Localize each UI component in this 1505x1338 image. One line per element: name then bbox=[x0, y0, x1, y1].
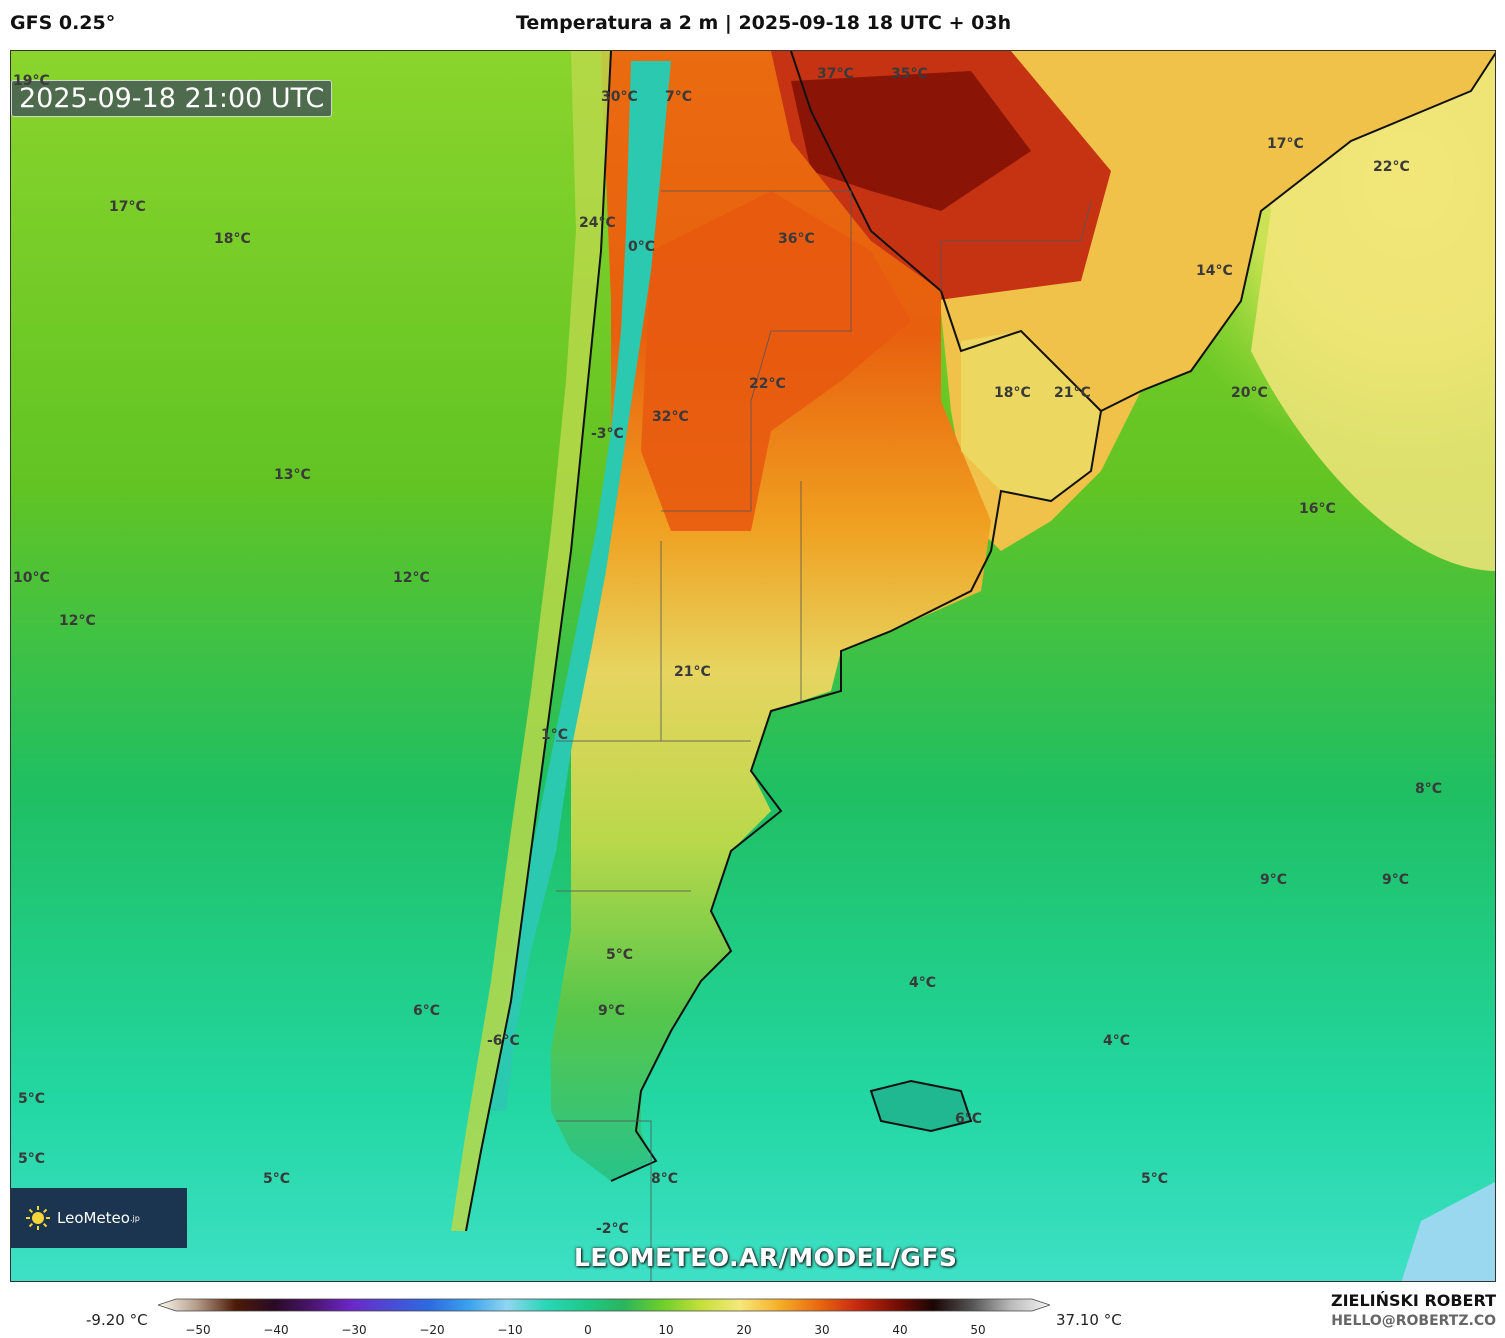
colorbar-ramp bbox=[158, 1298, 1050, 1312]
colorbar-tick: 10 bbox=[658, 1323, 674, 1337]
colorbar-tick: 0 bbox=[584, 1323, 592, 1337]
country-border bbox=[940, 200, 1092, 291]
province-border bbox=[661, 190, 852, 512]
temperature-label: 4°C bbox=[909, 975, 937, 991]
author-name: ZIELIŃSKI ROBERT bbox=[1330, 1291, 1496, 1310]
temperature-label: 35°C bbox=[891, 66, 928, 82]
leometeo-logo[interactable]: LeoMeteo .jp bbox=[11, 1188, 187, 1248]
brazil-coastline bbox=[1100, 52, 1495, 412]
borders bbox=[556, 190, 1092, 1281]
ocean-southeast-light bbox=[1401, 1182, 1495, 1281]
falklands-coastline bbox=[869, 1079, 973, 1133]
temperature-label: 30°C bbox=[601, 89, 638, 105]
temperature-map: 2025-09-18 21:00 UTC 19°C 30°C 7°C 37°C … bbox=[10, 50, 1496, 1282]
logo-suffix: .jp bbox=[129, 1213, 140, 1223]
temperature-label: 18°C bbox=[214, 231, 251, 247]
model-label: GFS 0.25° bbox=[10, 12, 116, 34]
temperature-label: 21°C bbox=[1054, 385, 1091, 401]
colorbar-min-label: -9.20 °C bbox=[86, 1311, 148, 1329]
colorbar-tick: −10 bbox=[497, 1323, 523, 1337]
temperature-label: 16°C bbox=[1299, 501, 1336, 517]
colorbar-tick: 40 bbox=[892, 1323, 908, 1337]
temperature-label: 17°C bbox=[109, 199, 146, 215]
temperature-label: 36°C bbox=[778, 231, 815, 247]
colorbar-tick: −20 bbox=[419, 1323, 445, 1337]
temperature-label: 19°C bbox=[13, 73, 50, 89]
argentina-coastline bbox=[610, 51, 1103, 1182]
logo-text: LeoMeteo bbox=[57, 1209, 130, 1227]
temperature-colorbar bbox=[158, 1298, 1050, 1312]
temperature-label: 5°C bbox=[263, 1171, 291, 1187]
temperature-label: 21°C bbox=[674, 664, 711, 680]
temperature-label: 13°C bbox=[274, 467, 311, 483]
temperature-label: 9°C bbox=[1260, 872, 1288, 888]
temperature-label: 10°C bbox=[13, 570, 50, 586]
chile-coast-strip bbox=[451, 51, 611, 1231]
temperature-label: 5°C bbox=[606, 947, 634, 963]
temperature-label: 20°C bbox=[1231, 385, 1268, 401]
temperature-label: 5°C bbox=[18, 1151, 46, 1167]
temperature-label: 14°C bbox=[1196, 263, 1233, 279]
coastlines bbox=[465, 51, 1495, 1232]
colorbar-tick: 50 bbox=[970, 1323, 986, 1337]
temperature-label: 6°C bbox=[955, 1111, 983, 1127]
falklands bbox=[871, 1081, 971, 1131]
temperature-label: 4°C bbox=[1103, 1033, 1131, 1049]
temperature-label: 1°C bbox=[541, 727, 569, 743]
temperature-label: -3°C bbox=[591, 426, 624, 442]
uruguay-land bbox=[961, 331, 1101, 501]
temperature-label: 5°C bbox=[18, 1091, 46, 1107]
province-border bbox=[556, 1120, 652, 1281]
valid-time-stamp: 2025-09-18 21:00 UTC bbox=[11, 80, 333, 117]
colorbar-max-label: 37.10 °C bbox=[1056, 1311, 1122, 1329]
very-hot-core bbox=[791, 71, 1031, 211]
temperature-label: 32°C bbox=[652, 409, 689, 425]
temperature-label: 37°C bbox=[817, 66, 854, 82]
temperature-field bbox=[11, 51, 1495, 1281]
temperature-label: 6°C bbox=[413, 1003, 441, 1019]
east-ocean-yellow bbox=[1241, 51, 1495, 571]
temperature-label: 22°C bbox=[749, 376, 786, 392]
sun-icon bbox=[26, 1206, 50, 1230]
central-hot-zone bbox=[641, 191, 911, 531]
temperature-label: -6°C bbox=[487, 1033, 520, 1049]
temperature-label: 17°C bbox=[1267, 136, 1304, 152]
andes-cold-ridge bbox=[491, 61, 671, 1111]
temperature-label: 24°C bbox=[579, 215, 616, 231]
temperature-label: 5°C bbox=[1141, 1171, 1169, 1187]
temperature-label: 8°C bbox=[1415, 781, 1443, 797]
temperature-label: 9°C bbox=[598, 1003, 626, 1019]
website-watermark: LEOMETEO.AR/MODEL/GFS bbox=[574, 1243, 958, 1272]
temperature-label: 18°C bbox=[994, 385, 1031, 401]
colorbar-tick: 20 bbox=[736, 1323, 752, 1337]
temperature-label: 22°C bbox=[1373, 159, 1410, 175]
chile-coastline bbox=[465, 51, 612, 1232]
chart-title: Temperatura a 2 m | 2025-09-18 18 UTC + … bbox=[516, 12, 1012, 34]
temperature-label: 7°C bbox=[665, 89, 693, 105]
colorbar-tick: 30 bbox=[814, 1323, 830, 1337]
temperature-label: 0°C bbox=[628, 239, 656, 255]
temperature-label: 12°C bbox=[393, 570, 430, 586]
temperature-label: 8°C bbox=[651, 1171, 679, 1187]
colorbar-tick: −50 bbox=[185, 1323, 211, 1337]
author-email[interactable]: HELLO@ROBERTZ.CO bbox=[1331, 1313, 1496, 1329]
colorbar-tick: −40 bbox=[263, 1323, 289, 1337]
colorbar-tick: −30 bbox=[341, 1323, 367, 1337]
temperature-label: -2°C bbox=[596, 1221, 629, 1237]
temperature-label: 9°C bbox=[1382, 872, 1410, 888]
temperature-label: 12°C bbox=[59, 613, 96, 629]
